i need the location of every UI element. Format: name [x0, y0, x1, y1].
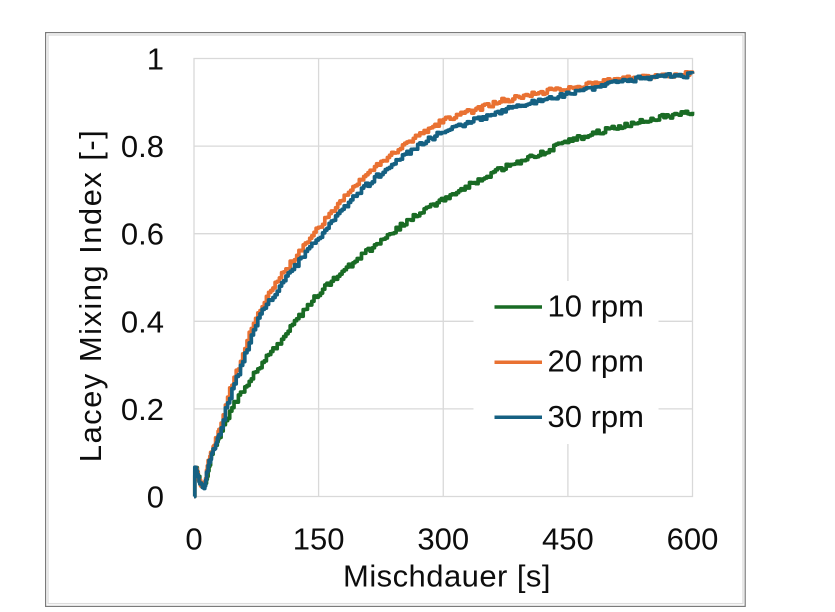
svg-text:1: 1 — [147, 42, 164, 77]
svg-text:Lacey Mixing Index [-]: Lacey Mixing Index [-] — [73, 129, 108, 462]
svg-text:450: 450 — [542, 522, 594, 557]
svg-text:0: 0 — [147, 480, 164, 515]
svg-text:20 rpm: 20 rpm — [548, 344, 644, 379]
svg-text:0.2: 0.2 — [121, 392, 164, 427]
svg-text:150: 150 — [293, 522, 345, 557]
svg-text:10 rpm: 10 rpm — [548, 289, 644, 324]
svg-text:300: 300 — [417, 522, 469, 557]
svg-text:0: 0 — [185, 522, 202, 557]
svg-text:0.8: 0.8 — [121, 129, 164, 164]
svg-text:Mischdauer [s]: Mischdauer [s] — [343, 559, 551, 594]
svg-text:30 rpm: 30 rpm — [548, 399, 644, 434]
svg-text:600: 600 — [667, 522, 719, 557]
svg-text:0.4: 0.4 — [121, 304, 164, 339]
svg-text:0.6: 0.6 — [121, 217, 164, 252]
